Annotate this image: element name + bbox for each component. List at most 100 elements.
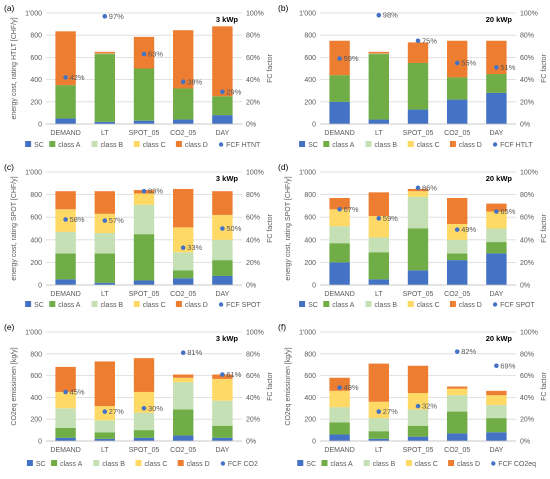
y-tick-label: 200 [30, 99, 42, 106]
fcf-data-label: 27% [383, 407, 398, 416]
bar-segment-sc [407, 436, 429, 441]
bar-segment-class-a [133, 68, 155, 121]
y2-tick-label: 60% [520, 215, 534, 222]
bar-segment-class-b [407, 196, 429, 229]
y2-tick-label: 80% [246, 192, 260, 199]
legend-label: SC [306, 461, 316, 468]
y-tick-label: 200 [304, 260, 316, 267]
category-label: DEMAND [324, 291, 354, 298]
legend-label: class D [459, 142, 482, 149]
panel-label: (b) [278, 3, 289, 13]
legend-swatch [405, 460, 412, 466]
bar-segment-sc [486, 92, 507, 124]
bar-segment-sc [368, 279, 389, 285]
bar-segment-class-b [368, 418, 389, 432]
legend-swatch [299, 301, 306, 307]
legend-label: class C [417, 142, 440, 149]
y-tick-label: 0 [38, 439, 42, 446]
legend-swatch [25, 141, 32, 147]
legend-label: class D [185, 302, 208, 309]
y-tick-label: 400 [30, 77, 42, 84]
power-label: 3 kWp [216, 15, 239, 24]
legend-swatch [175, 141, 182, 147]
y-tick-label: 0 [312, 439, 316, 446]
category-label: LT [375, 291, 383, 298]
bar-segment-sc [447, 433, 468, 441]
power-label: 20 kWp [486, 334, 513, 343]
fcf-point [454, 227, 460, 232]
fcf-point [63, 75, 68, 80]
category-label: DAY [489, 130, 503, 137]
y2-tick-label: 100% [246, 170, 264, 177]
legend-swatch [49, 301, 56, 307]
bar-segment-sc [368, 438, 389, 441]
category-label: SPOT_05 [403, 447, 434, 454]
fcf-point [415, 185, 421, 191]
y-tick-label: 1'000 [299, 11, 316, 18]
category-label: CO2_05 [170, 447, 196, 454]
legend-label: FCF HTLT [500, 142, 533, 149]
fcf-point [220, 226, 225, 231]
legend-swatch [323, 301, 330, 307]
y-tick-label: 800 [30, 351, 42, 358]
legend-label: class A [58, 302, 81, 309]
bar-segment-class-d [55, 191, 76, 210]
bar-segment-class-d [368, 51, 389, 54]
bar-segment-class-d [486, 203, 507, 212]
legend-swatch [449, 301, 456, 307]
y-axis-label: energy cost, rating SPOT [CHF/y] [11, 176, 18, 280]
bar-segment-class-a [55, 85, 76, 119]
y-tick-label: 0 [312, 122, 316, 129]
bar-segment-class-a [212, 425, 233, 438]
bar-segment-class-b [329, 407, 350, 423]
y2-tick-label: 20% [520, 260, 534, 267]
legend-label: SC [36, 461, 46, 468]
bar-segment-class-d [94, 361, 115, 407]
y2-axis-label: FC factor [267, 371, 274, 400]
legend-label: class A [332, 302, 355, 309]
legend-label: class B [101, 302, 124, 309]
y2-tick-label: 100% [520, 11, 538, 18]
legend-swatch [91, 141, 98, 147]
fcf-data-label: 59% [383, 214, 398, 223]
fcf-point [102, 218, 108, 223]
bar-segment-sc [447, 99, 468, 124]
bar-segment-class-a [133, 430, 155, 438]
bar-segment-class-d [133, 358, 155, 392]
fcf-data-label: 29% [226, 87, 241, 96]
y2-tick-label: 20% [246, 99, 260, 106]
fcf-point [494, 363, 499, 369]
y-tick-label: 0 [38, 122, 42, 129]
category-label: SPOT_05 [403, 291, 434, 298]
y2-tick-label: 0% [246, 439, 256, 446]
fcf-data-label: 97% [109, 12, 124, 21]
fcf-data-label: 67% [344, 205, 359, 214]
category-label: LT [101, 447, 109, 454]
legend-marker [220, 461, 226, 466]
category-label: CO2_05 [444, 130, 470, 137]
fcf-data-label: 69% [500, 361, 515, 370]
bar-segment-class-a [447, 253, 468, 261]
bar-segment-sc [94, 121, 115, 124]
bar-segment-sc [133, 437, 155, 441]
bar-segment-class-d [212, 26, 233, 97]
bar-segment-class-c [486, 395, 507, 406]
legend-label: FCF SPOT [226, 302, 261, 309]
y2-tick-label: 0% [246, 283, 256, 290]
y2-tick-label: 40% [520, 395, 534, 402]
legend-swatch [299, 141, 306, 147]
y2-axis-label: FC factor [541, 213, 548, 242]
legend-swatch [449, 141, 456, 147]
bar-segment-class-a [368, 252, 389, 280]
bar-segment-class-d [173, 374, 194, 378]
bar-segment-class-c [329, 209, 350, 227]
y2-axis-label: FC factor [541, 371, 548, 400]
bar-segment-class-d [94, 191, 115, 214]
category-label: CO2_05 [170, 130, 196, 137]
y-tick-label: 200 [304, 417, 316, 424]
bar-segment-class-d [173, 188, 194, 228]
fcf-point [415, 403, 421, 409]
panel-label: (d) [278, 162, 289, 172]
legend-marker [491, 461, 496, 466]
